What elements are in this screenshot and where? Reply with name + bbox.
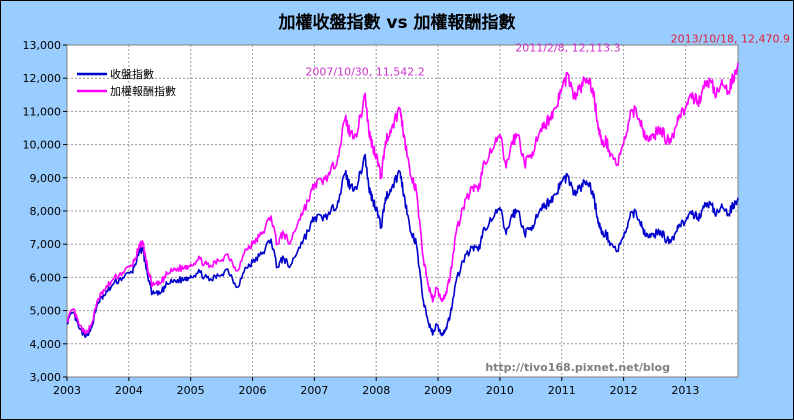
x-tick-label: 2009 bbox=[424, 384, 452, 397]
watermark-text: http://tivo168.pixnet.net/blog bbox=[485, 361, 670, 374]
x-tick-label: 2011 bbox=[548, 384, 576, 397]
x-tick-label: 2003 bbox=[53, 384, 81, 397]
y-tick-label: 5,000 bbox=[30, 305, 62, 318]
y-tick-label: 3,000 bbox=[30, 371, 62, 384]
y-tick-label: 10,000 bbox=[23, 139, 62, 152]
data-annotation: 2011/2/8, 12,113.3 bbox=[515, 41, 620, 54]
y-tick-label: 12,000 bbox=[23, 72, 62, 85]
y-tick-label: 9,000 bbox=[30, 172, 62, 185]
y-tick-label: 11,000 bbox=[23, 105, 62, 118]
y-tick-label: 7,000 bbox=[30, 238, 62, 251]
x-tick-label: 2007 bbox=[300, 384, 328, 397]
data-annotation: 2013/10/18, 12,470.9 bbox=[671, 33, 790, 46]
x-tick-label: 2008 bbox=[362, 384, 390, 397]
series-line-1 bbox=[66, 153, 739, 338]
x-tick-label: 2013 bbox=[671, 384, 699, 397]
y-tick-label: 6,000 bbox=[30, 271, 62, 284]
x-tick-label: 2006 bbox=[239, 384, 267, 397]
x-tick-label: 2012 bbox=[610, 384, 638, 397]
x-tick-label: 2005 bbox=[177, 384, 205, 397]
series-line-2 bbox=[66, 62, 739, 335]
x-tick-label: 2004 bbox=[115, 384, 143, 397]
data-annotation: 2007/10/30, 11,542.2 bbox=[305, 65, 424, 78]
y-tick-label: 4,000 bbox=[30, 338, 62, 351]
legend-label: 收盤指數 bbox=[110, 67, 154, 81]
chart-title: 加權收盤指數 vs 加權報酬指數 bbox=[278, 13, 516, 33]
legend-label: 加權報酬指數 bbox=[110, 84, 176, 98]
plot-area bbox=[66, 44, 739, 378]
y-tick-label: 8,000 bbox=[30, 205, 62, 218]
x-tick-label: 2010 bbox=[486, 384, 514, 397]
y-tick-label: 13,000 bbox=[23, 39, 62, 52]
